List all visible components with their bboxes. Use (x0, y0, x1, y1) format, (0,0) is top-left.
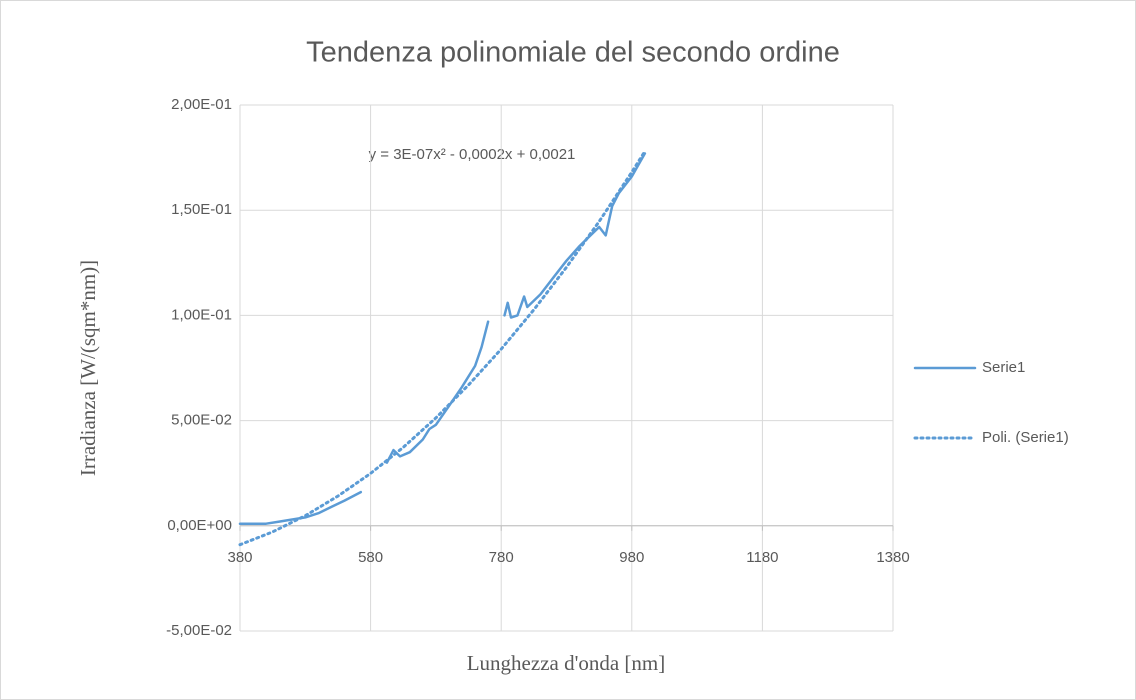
x-tick-label: 580 (358, 549, 383, 566)
x-tick-label: 380 (227, 549, 252, 566)
x-axis-label: Lunghezza d'onda [nm] (467, 651, 666, 675)
x-tick-label: 1180 (746, 549, 778, 566)
y-tick-label: -5,00E-02 (166, 622, 232, 639)
trendline-equation: y = 3E-07x² - 0,0002x + 0,0021 (369, 146, 576, 163)
series-line (238, 152, 647, 525)
series-line (238, 149, 647, 547)
x-tick-label: 1380 (876, 549, 909, 566)
y-tick-label: 1,50E-01 (171, 201, 232, 218)
chart-title: Tendenza polinomiale del secondo ordine (306, 37, 840, 69)
y-tick-label: 5,00E-02 (171, 412, 232, 429)
y-axis-label: Irradianza [W/(sqm*nm)] (76, 260, 100, 476)
y-tick-label: 2,00E-01 (171, 96, 232, 113)
y-tick-label: 0,00E+00 (167, 517, 232, 534)
legend-label: Serie1 (982, 359, 1025, 376)
x-tick-label: 780 (489, 549, 514, 566)
y-tick-label: 1,00E-01 (171, 306, 232, 323)
x-tick-label: 980 (619, 549, 644, 566)
legend-label: Poli. (Serie1) (982, 429, 1069, 446)
